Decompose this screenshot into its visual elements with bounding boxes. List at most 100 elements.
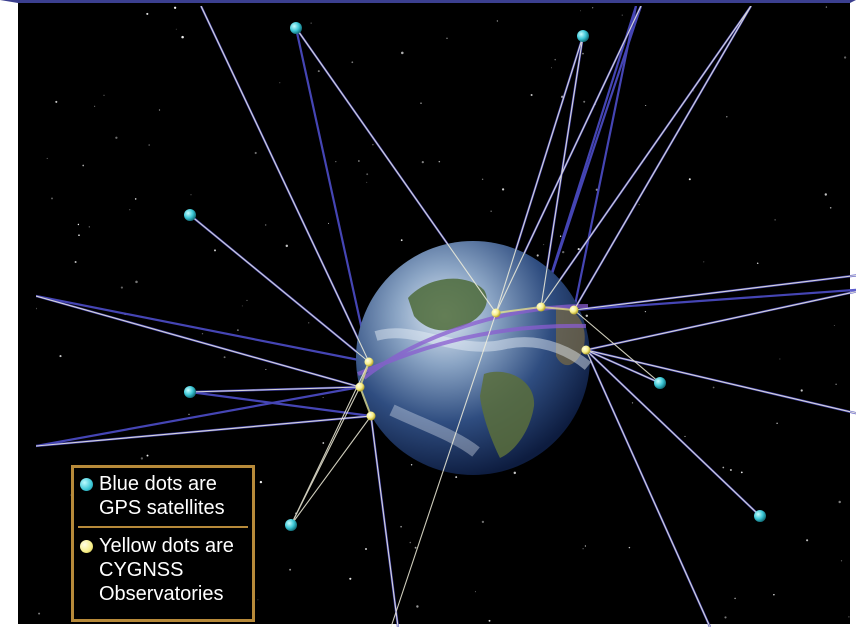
star <box>638 204 640 206</box>
star <box>223 356 226 359</box>
cygnss-observatory-dot <box>581 345 591 355</box>
reflection-line <box>290 415 372 526</box>
star <box>146 12 149 15</box>
star <box>51 197 53 200</box>
star <box>829 207 832 209</box>
star <box>241 305 243 307</box>
star <box>265 224 267 226</box>
star <box>838 500 841 504</box>
star <box>146 454 149 457</box>
legend-box: Blue dots are GPS satellites Yellow dots… <box>71 465 255 622</box>
star <box>688 178 691 181</box>
star <box>129 209 131 211</box>
star <box>158 109 161 111</box>
star <box>490 210 492 212</box>
star <box>400 525 402 528</box>
star <box>358 160 360 162</box>
star <box>824 193 827 196</box>
gps-satellite-dot <box>577 30 589 42</box>
gps-satellite-dot <box>285 519 297 531</box>
star <box>592 7 594 9</box>
space-scene <box>36 6 856 627</box>
star <box>779 358 781 360</box>
legend-gps-line1: Blue dots are <box>99 473 217 495</box>
star <box>585 314 589 318</box>
star <box>236 329 239 332</box>
cygnss-observatory-dot <box>364 357 374 367</box>
reflection-line <box>36 415 372 447</box>
cygnss-orbit-band <box>357 304 589 380</box>
reflection-line <box>585 349 761 517</box>
star <box>140 457 144 460</box>
star <box>135 280 138 284</box>
star <box>78 234 80 237</box>
star <box>115 136 118 139</box>
star <box>254 151 257 155</box>
star <box>120 286 123 289</box>
reflection-line <box>573 6 752 311</box>
star <box>843 56 847 59</box>
star <box>740 471 743 474</box>
reflection-line <box>290 386 361 526</box>
reflection-line <box>540 6 752 308</box>
star <box>848 616 850 618</box>
star <box>703 261 705 263</box>
star <box>257 599 259 601</box>
cloud-band <box>374 328 592 370</box>
cloud-swirl <box>389 404 480 457</box>
star <box>621 14 623 16</box>
star <box>103 94 105 96</box>
star <box>488 619 491 622</box>
cygnss-reflection-lines <box>36 6 856 627</box>
star <box>414 546 417 549</box>
star <box>322 397 324 398</box>
star <box>455 476 458 479</box>
star <box>551 67 552 69</box>
cygnss-observatory-dot <box>355 382 365 392</box>
star <box>289 568 292 571</box>
legend-gps-entry: Blue dots are GPS satellites <box>80 472 246 520</box>
star <box>364 547 368 551</box>
star <box>474 591 476 593</box>
star <box>543 244 545 246</box>
reflection-line <box>585 349 711 627</box>
star <box>366 181 368 183</box>
gps-signal-line <box>573 288 856 312</box>
star <box>726 116 728 118</box>
star <box>366 173 369 176</box>
reflection-line <box>295 27 497 314</box>
star <box>631 402 634 404</box>
star <box>438 160 441 163</box>
star <box>850 8 851 10</box>
gps-satellite-dot <box>184 386 196 398</box>
star <box>496 20 499 22</box>
star <box>322 442 325 444</box>
star <box>756 262 759 264</box>
star <box>833 325 835 326</box>
star <box>562 250 565 254</box>
star <box>513 471 517 475</box>
star <box>584 545 587 547</box>
star <box>74 260 77 264</box>
star <box>684 435 686 437</box>
south-america-landmass <box>480 371 535 458</box>
reflection-line <box>370 415 399 627</box>
star <box>401 51 404 55</box>
legend-gps-line2: GPS satellites <box>99 497 225 519</box>
star <box>773 593 775 596</box>
star <box>530 93 533 97</box>
star <box>774 219 776 221</box>
star <box>416 605 419 608</box>
gps-satellites <box>184 22 766 531</box>
star <box>279 82 281 84</box>
reflection-line <box>573 274 856 311</box>
cygnss-observatory-dot <box>536 302 546 312</box>
star <box>351 61 354 64</box>
legend-cygnss-line1: Yellow dots are <box>99 535 234 557</box>
reflection-line <box>495 35 584 314</box>
star <box>317 70 320 73</box>
star <box>77 223 80 226</box>
star <box>481 178 484 181</box>
star <box>554 58 556 61</box>
star <box>825 6 828 8</box>
